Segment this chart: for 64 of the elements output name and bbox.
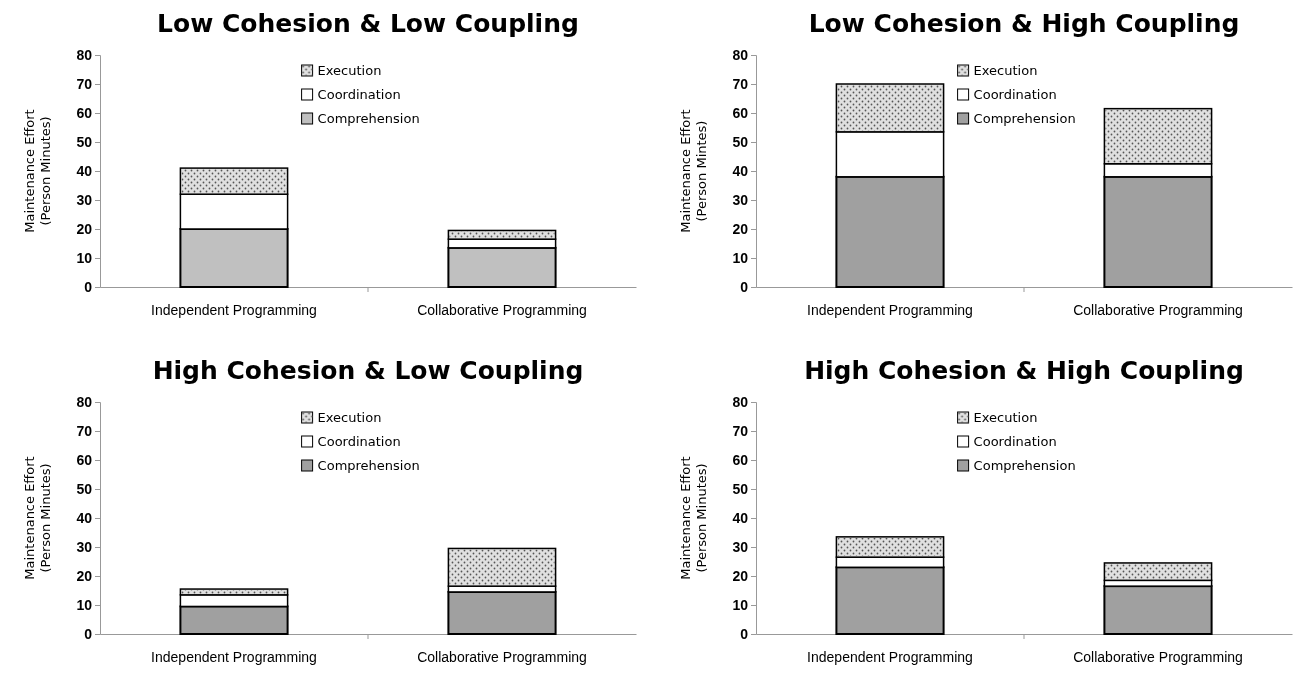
- x-tick-label: Collaborative Programming: [417, 301, 587, 318]
- y-tick-label: 40: [76, 509, 93, 526]
- y-tick-label: 30: [76, 191, 93, 208]
- legend-label: Execution: [973, 63, 1038, 78]
- y-tick-label: 60: [76, 104, 93, 121]
- chart-title: Low Cohesion & Low Coupling: [157, 9, 579, 38]
- legend-label: Comprehension: [317, 458, 420, 473]
- y-tick-label: 60: [732, 451, 749, 468]
- chart-title: Low Cohesion & High Coupling: [808, 9, 1240, 38]
- y-tick-label: 0: [740, 625, 749, 642]
- y-tick-label: 80: [76, 393, 93, 410]
- y-tick-label: 50: [732, 133, 749, 150]
- y-tick-label: 10: [732, 596, 749, 613]
- legend-label: Execution: [973, 410, 1038, 425]
- y-tick-label: 70: [732, 422, 749, 439]
- x-tick-label: Independent Programming: [151, 648, 317, 665]
- x-tick-label: Collaborative Programming: [1073, 301, 1243, 318]
- y-tick-label: 50: [76, 133, 93, 150]
- y-tick-label: 0: [740, 278, 749, 295]
- legend-label: Coordination: [317, 87, 401, 102]
- legend-label: Comprehension: [317, 111, 420, 126]
- y-tick-label: 30: [732, 538, 749, 555]
- y-tick-label: 0: [84, 278, 93, 295]
- y-tick-label: 30: [732, 191, 749, 208]
- y-tick-label: 0: [84, 625, 93, 642]
- y-axis-title: Maintenance Effort (Person Minutes): [22, 109, 53, 233]
- y-tick-label: 80: [732, 393, 749, 410]
- x-tick-label: Independent Programming: [807, 301, 973, 318]
- y-tick-label: 60: [732, 104, 749, 121]
- y-tick-label: 80: [76, 46, 93, 63]
- y-tick-label: 50: [732, 480, 749, 497]
- x-tick-label: Independent Programming: [151, 301, 317, 318]
- y-axis-title: Maintenance Effort (Person Mintes): [678, 109, 709, 233]
- y-tick-label: 20: [732, 567, 749, 584]
- y-tick-label: 20: [732, 220, 749, 237]
- y-tick-label: 60: [76, 451, 93, 468]
- legend-label: Coordination: [317, 434, 401, 449]
- legend-label: Coordination: [973, 87, 1057, 102]
- y-tick-label: 70: [732, 75, 749, 92]
- y-tick-label: 70: [76, 422, 93, 439]
- chart-title: High Cohesion & Low Coupling: [152, 356, 584, 385]
- y-tick-label: 50: [76, 480, 93, 497]
- y-tick-label: 40: [76, 162, 93, 179]
- y-tick-label: 10: [76, 596, 93, 613]
- y-tick-label: 20: [76, 567, 93, 584]
- y-axis-title: Maintenance Effort (Person Minutes): [678, 456, 709, 580]
- x-tick-label: Collaborative Programming: [1073, 648, 1243, 665]
- chart-title: High Cohesion & High Coupling: [804, 356, 1244, 385]
- legend-label: Coordination: [973, 434, 1057, 449]
- legend-label: Comprehension: [973, 111, 1076, 126]
- legend-label: Comprehension: [973, 458, 1076, 473]
- legend-label: Execution: [317, 410, 382, 425]
- x-tick-label: Collaborative Programming: [417, 648, 587, 665]
- y-axis-title: Maintenance Effort (Person Minutes): [22, 456, 53, 580]
- y-tick-label: 80: [732, 46, 749, 63]
- y-tick-label: 40: [732, 162, 749, 179]
- y-tick-label: 40: [732, 509, 749, 526]
- y-tick-label: 10: [76, 249, 93, 266]
- y-tick-label: 10: [732, 249, 749, 266]
- y-tick-label: 20: [76, 220, 93, 237]
- y-tick-label: 70: [76, 75, 93, 92]
- legend-label: Execution: [317, 63, 382, 78]
- y-tick-label: 30: [76, 538, 93, 555]
- x-tick-label: Independent Programming: [807, 648, 973, 665]
